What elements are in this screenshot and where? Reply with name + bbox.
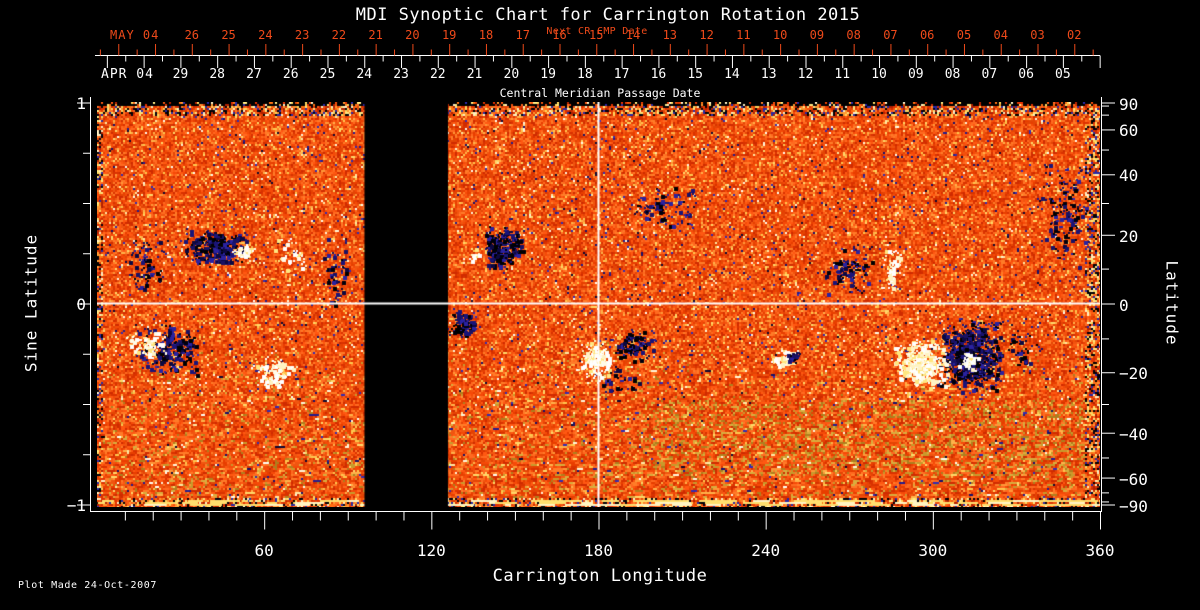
tick-label: 26 (184, 28, 200, 42)
tick-label: 11 (834, 67, 851, 82)
tick-label: 06 (919, 28, 935, 42)
tick-label: 0 (76, 294, 86, 314)
tick-label: 14 (625, 28, 641, 42)
magnetogram-image (97, 102, 1100, 507)
cmp-axis-title: Central Meridian Passage Date (499, 86, 701, 100)
tick-label: 1 (76, 93, 86, 113)
tick-label: 03 (1030, 28, 1045, 42)
tick-label: 17 (613, 67, 630, 82)
chart-title: MDI Synoptic Chart for Carrington Rotati… (355, 5, 861, 25)
tick-label: 19 (441, 28, 457, 42)
tick-label: 11 (736, 28, 751, 42)
tick-label: 02 (1067, 28, 1082, 42)
tick-label: −40 (1119, 424, 1148, 444)
plot-made-label: Plot Made 24-Oct-2007 (18, 580, 158, 591)
tick-label: 16 (650, 67, 667, 82)
tick-label: 15 (589, 28, 604, 42)
tick-label: 21 (368, 28, 383, 42)
tick-label: 360 (1085, 541, 1115, 560)
tick-label: 13 (760, 67, 777, 82)
tick-label: 60 (254, 541, 274, 560)
tick-label: −1 (66, 495, 86, 515)
tick-label: 29 (172, 67, 189, 82)
tick-label: 18 (577, 67, 593, 82)
cmp-month-label: APR 04 (101, 67, 154, 82)
tick-label: 13 (662, 28, 678, 42)
tick-label: 12 (699, 28, 714, 42)
tick-label: 19 (540, 67, 556, 82)
tick-label: 17 (515, 28, 530, 42)
tick-label: 23 (294, 28, 310, 42)
next-cr-month-label: MAY 04 (110, 28, 160, 42)
left-axis-title: Sine Latitude (21, 233, 41, 373)
tick-label: 20 (405, 28, 420, 42)
tick-label: 05 (956, 28, 972, 42)
x-axis-title: Carrington Longitude (492, 566, 708, 586)
tick-label: 26 (282, 67, 299, 82)
tick-label: 180 (584, 541, 613, 560)
tick-label: 09 (907, 67, 924, 82)
right-axis-title: Latitude (1162, 260, 1182, 346)
tick-label: 25 (221, 28, 236, 42)
tick-label: 60 (1119, 121, 1139, 141)
tick-label: 24 (356, 67, 373, 82)
tick-label: −20 (1119, 364, 1148, 384)
tick-label: 09 (809, 28, 825, 42)
tick-label: 04 (993, 28, 1008, 42)
tick-label: 25 (319, 67, 336, 82)
tick-label: 07 (981, 67, 998, 82)
tick-label: 12 (797, 67, 814, 82)
tick-label: 20 (1119, 226, 1139, 246)
tick-label: 0 (1119, 295, 1129, 315)
tick-label: 23 (393, 67, 409, 82)
tick-label: 27 (246, 67, 262, 82)
tick-label: 22 (331, 28, 347, 42)
tick-label: 28 (209, 67, 225, 82)
tick-label: 10 (871, 67, 887, 82)
tick-label: 21 (466, 67, 483, 82)
next-cr-cmp-label: Next CR CMP Date (546, 26, 648, 37)
tick-label: 07 (883, 28, 898, 42)
tick-label: 08 (944, 67, 961, 82)
tick-label: 90 (1119, 94, 1139, 114)
tick-label: 240 (751, 541, 781, 560)
tick-label: 16 (552, 28, 567, 42)
tick-label: 40 (1119, 166, 1139, 186)
tick-label: 22 (429, 67, 446, 82)
tick-label: 08 (846, 28, 861, 42)
tick-label: 14 (724, 67, 740, 82)
tick-label: 120 (416, 541, 446, 560)
tick-label: 05 (1055, 67, 1071, 82)
tick-label: 06 (1018, 67, 1034, 82)
tick-label: 24 (258, 28, 273, 42)
tick-label: 15 (687, 67, 703, 82)
tick-label: −60 (1119, 469, 1148, 489)
tick-label: 10 (772, 28, 788, 42)
tick-label: −90 (1119, 496, 1148, 516)
tick-label: 20 (503, 67, 520, 82)
tick-label: 18 (478, 28, 494, 42)
tick-label: 300 (918, 541, 948, 560)
